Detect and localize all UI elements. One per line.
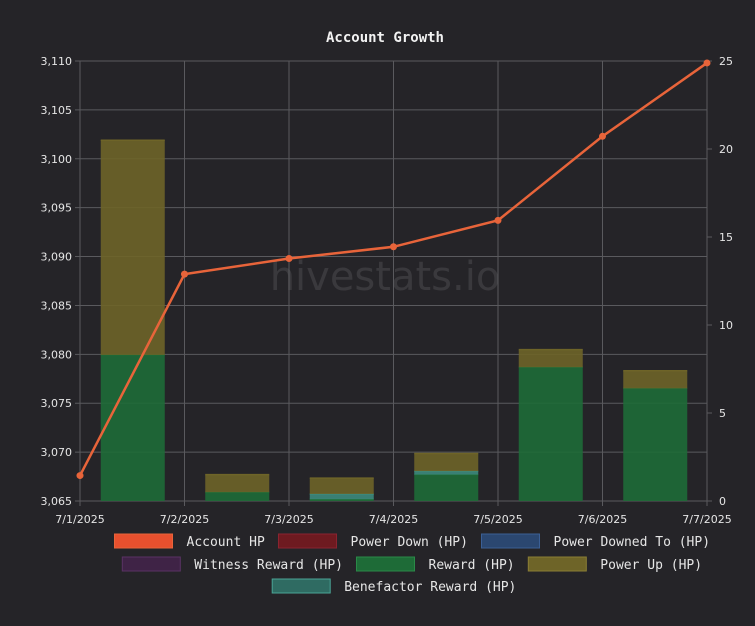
x-tick-label: 7/6/2025 bbox=[578, 513, 627, 526]
account-hp-point bbox=[285, 255, 293, 263]
bars bbox=[100, 139, 688, 501]
x-tick-label: 7/2/2025 bbox=[160, 513, 209, 526]
y-left-tick-label: 3,090 bbox=[41, 251, 73, 264]
gridlines bbox=[75, 60, 712, 506]
y-right-tick-label: 25 bbox=[719, 55, 733, 68]
legend-label: Account HP bbox=[187, 535, 265, 550]
bar-reward-hp bbox=[518, 367, 583, 501]
axes: 3,065 3,070 3,075 3,080 3,085 3,090 3,095 3,100… bbox=[41, 55, 734, 526]
bar-reward-hp bbox=[100, 354, 165, 501]
y-left-tick-label: 3,110 bbox=[41, 55, 73, 68]
legend-label: Reward (HP) bbox=[429, 558, 515, 573]
y-left-tick-label: 3,095 bbox=[41, 202, 73, 215]
legend-item[interactable]: Power Down (HP) bbox=[278, 533, 468, 550]
legend-item[interactable]: Reward (HP) bbox=[356, 556, 515, 573]
bar-power-up-hp bbox=[623, 370, 688, 389]
legend-label: Power Downed To (HP) bbox=[554, 535, 711, 550]
bar-power-up-hp bbox=[414, 453, 479, 472]
legend-swatch bbox=[114, 533, 173, 549]
legend-swatch bbox=[121, 556, 181, 572]
legend-swatch bbox=[481, 533, 540, 549]
account-hp-point bbox=[494, 216, 502, 224]
bar-reward-hp bbox=[414, 474, 479, 501]
legend-item[interactable]: Account HP bbox=[114, 533, 265, 550]
bar-reward-hp bbox=[205, 492, 270, 501]
watermark-text: hivestats.io bbox=[270, 254, 501, 300]
legend-swatch bbox=[527, 556, 587, 572]
legend-label: Witness Reward (HP) bbox=[194, 558, 343, 573]
legend-swatch bbox=[271, 578, 331, 594]
account-hp-point bbox=[599, 132, 606, 140]
y-right-tick-label: 20 bbox=[719, 143, 733, 156]
account-hp-point bbox=[703, 59, 711, 67]
y-left-tick-label: 3,100 bbox=[41, 153, 73, 166]
legend-swatch bbox=[278, 533, 337, 549]
legend-swatch bbox=[356, 556, 415, 572]
bar-benefactor-reward-hp bbox=[414, 471, 479, 475]
x-tick-label: 7/4/2025 bbox=[369, 513, 418, 526]
y-right-tick-label: 0 bbox=[719, 495, 726, 508]
bar-power-up-hp bbox=[100, 140, 165, 355]
y-left-tick-label: 3,105 bbox=[41, 104, 73, 117]
account-hp-point bbox=[76, 472, 84, 480]
y-left-tick-label: 3,080 bbox=[41, 348, 73, 361]
y-right-tick-label: 10 bbox=[719, 319, 733, 332]
bar-reward-hp bbox=[309, 499, 374, 501]
legend-item[interactable]: Benefactor Reward (HP) bbox=[271, 578, 516, 595]
y-left-tick-label: 3,085 bbox=[41, 299, 73, 312]
y-left-tick-label: 3,075 bbox=[41, 397, 73, 410]
x-tick-label: 7/5/2025 bbox=[473, 513, 522, 526]
y-right-tick-label: 15 bbox=[719, 231, 733, 244]
legend-item[interactable]: Witness Reward (HP) bbox=[121, 556, 343, 573]
account-hp-point bbox=[390, 243, 397, 251]
x-tick-label: 7/1/2025 bbox=[55, 513, 104, 526]
legend-label: Benefactor Reward (HP) bbox=[344, 580, 516, 595]
legend-item[interactable]: Power Downed To (HP) bbox=[481, 533, 711, 550]
account-hp-line bbox=[76, 59, 711, 480]
x-tick-label: 7/7/2025 bbox=[682, 513, 731, 526]
bar-benefactor-reward-hp bbox=[309, 493, 374, 500]
bar-power-up-hp bbox=[309, 478, 374, 494]
y-left-tick-label: 3,065 bbox=[41, 495, 73, 508]
bar-reward-hp bbox=[623, 388, 688, 501]
bar-power-up-hp bbox=[205, 474, 270, 493]
chart-title: Account Growth bbox=[326, 30, 444, 46]
legend[interactable]: Account HP Power Down (HP) Power Downed To… bbox=[114, 533, 711, 595]
legend-label: Power Up (HP) bbox=[600, 558, 702, 573]
x-tick-label: 7/3/2025 bbox=[264, 513, 313, 526]
y-left-tick-label: 3,070 bbox=[41, 446, 73, 459]
legend-label: Power Down (HP) bbox=[351, 535, 468, 550]
legend-item[interactable]: Power Up (HP) bbox=[527, 556, 702, 573]
account-hp-point bbox=[181, 270, 188, 278]
y-right-tick-label: 5 bbox=[719, 407, 726, 420]
bar-power-up-hp bbox=[518, 349, 583, 368]
